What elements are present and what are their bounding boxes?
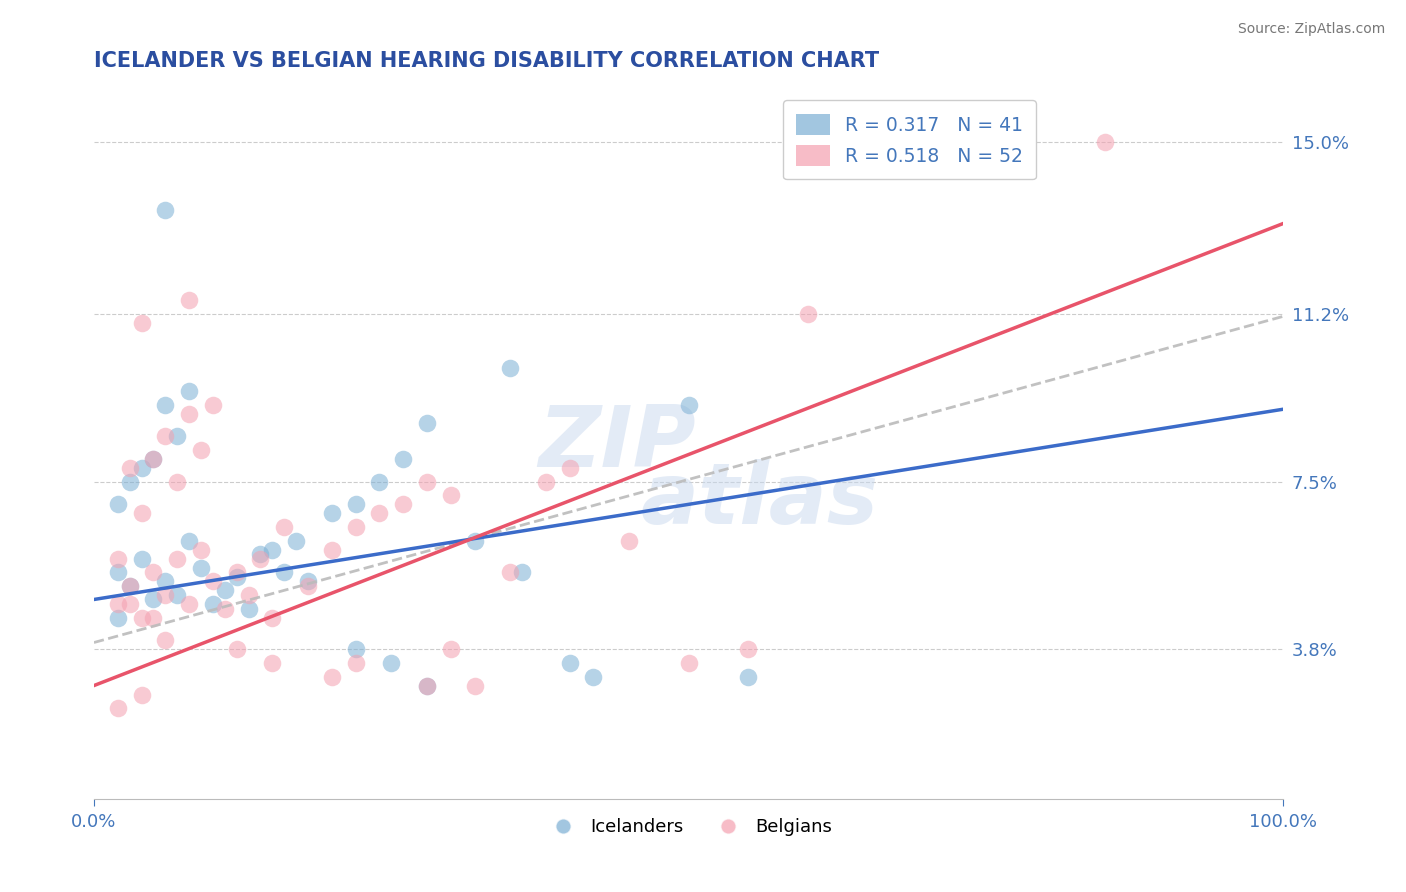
Point: [155, 429, 177, 443]
Point: [510, 566, 533, 580]
Point: [558, 656, 581, 670]
Point: [225, 642, 247, 657]
Point: [201, 597, 224, 611]
Point: [499, 361, 522, 376]
Point: [201, 398, 224, 412]
Point: [249, 551, 271, 566]
Point: [214, 601, 236, 615]
Point: [166, 475, 188, 489]
Point: [131, 507, 153, 521]
Point: [118, 475, 141, 489]
Point: [190, 542, 212, 557]
Point: [285, 533, 308, 548]
Point: [142, 610, 165, 624]
Point: [118, 597, 141, 611]
Point: [678, 398, 700, 412]
Point: [107, 597, 129, 611]
Point: [155, 574, 177, 589]
Point: [107, 701, 129, 715]
Point: [155, 588, 177, 602]
Point: [131, 551, 153, 566]
Point: [464, 533, 486, 548]
Point: [142, 566, 165, 580]
Point: [464, 679, 486, 693]
Point: [107, 610, 129, 624]
Point: [201, 574, 224, 589]
Point: [1094, 135, 1116, 149]
Point: [416, 475, 439, 489]
Point: [131, 610, 153, 624]
Point: [142, 592, 165, 607]
Point: [380, 656, 402, 670]
Point: [238, 588, 260, 602]
Point: [142, 452, 165, 467]
Point: [297, 579, 319, 593]
Point: [344, 656, 367, 670]
Point: [344, 497, 367, 511]
Point: [142, 452, 165, 467]
Point: [534, 475, 557, 489]
Point: [107, 497, 129, 511]
Point: [155, 633, 177, 648]
Point: [177, 384, 200, 398]
Point: [225, 570, 247, 584]
Text: ZIP: ZIP: [538, 401, 696, 484]
Point: [166, 429, 188, 443]
Point: [344, 520, 367, 534]
Point: [499, 566, 522, 580]
Text: Source: ZipAtlas.com: Source: ZipAtlas.com: [1237, 22, 1385, 37]
Point: [737, 669, 759, 683]
Point: [368, 507, 391, 521]
Point: [321, 669, 343, 683]
Point: [166, 588, 188, 602]
Legend: Icelanders, Belgians: Icelanders, Belgians: [537, 811, 839, 843]
Point: [262, 610, 284, 624]
Point: [321, 542, 343, 557]
Point: [225, 566, 247, 580]
Point: [131, 688, 153, 702]
Point: [344, 642, 367, 657]
Point: [190, 442, 212, 457]
Point: [297, 574, 319, 589]
Point: [155, 202, 177, 217]
Text: atlas: atlas: [641, 458, 879, 541]
Point: [107, 566, 129, 580]
Point: [321, 507, 343, 521]
Point: [440, 642, 463, 657]
Point: [737, 642, 759, 657]
Point: [262, 656, 284, 670]
Point: [155, 398, 177, 412]
Point: [118, 579, 141, 593]
Point: [273, 566, 295, 580]
Point: [262, 542, 284, 557]
Point: [582, 669, 605, 683]
Point: [107, 551, 129, 566]
Point: [796, 307, 818, 321]
Point: [131, 316, 153, 330]
Point: [678, 656, 700, 670]
Point: [558, 461, 581, 475]
Point: [118, 579, 141, 593]
Point: [416, 679, 439, 693]
Point: [177, 533, 200, 548]
Point: [392, 497, 415, 511]
Point: [166, 551, 188, 566]
Point: [416, 416, 439, 430]
Text: ICELANDER VS BELGIAN HEARING DISABILITY CORRELATION CHART: ICELANDER VS BELGIAN HEARING DISABILITY …: [94, 51, 879, 70]
Point: [440, 488, 463, 502]
Point: [131, 461, 153, 475]
Point: [617, 533, 640, 548]
Point: [368, 475, 391, 489]
Point: [177, 597, 200, 611]
Point: [249, 547, 271, 561]
Point: [177, 293, 200, 308]
Point: [177, 407, 200, 421]
Point: [392, 452, 415, 467]
Point: [190, 561, 212, 575]
Point: [273, 520, 295, 534]
Point: [214, 583, 236, 598]
Point: [416, 679, 439, 693]
Point: [118, 461, 141, 475]
Point: [238, 601, 260, 615]
